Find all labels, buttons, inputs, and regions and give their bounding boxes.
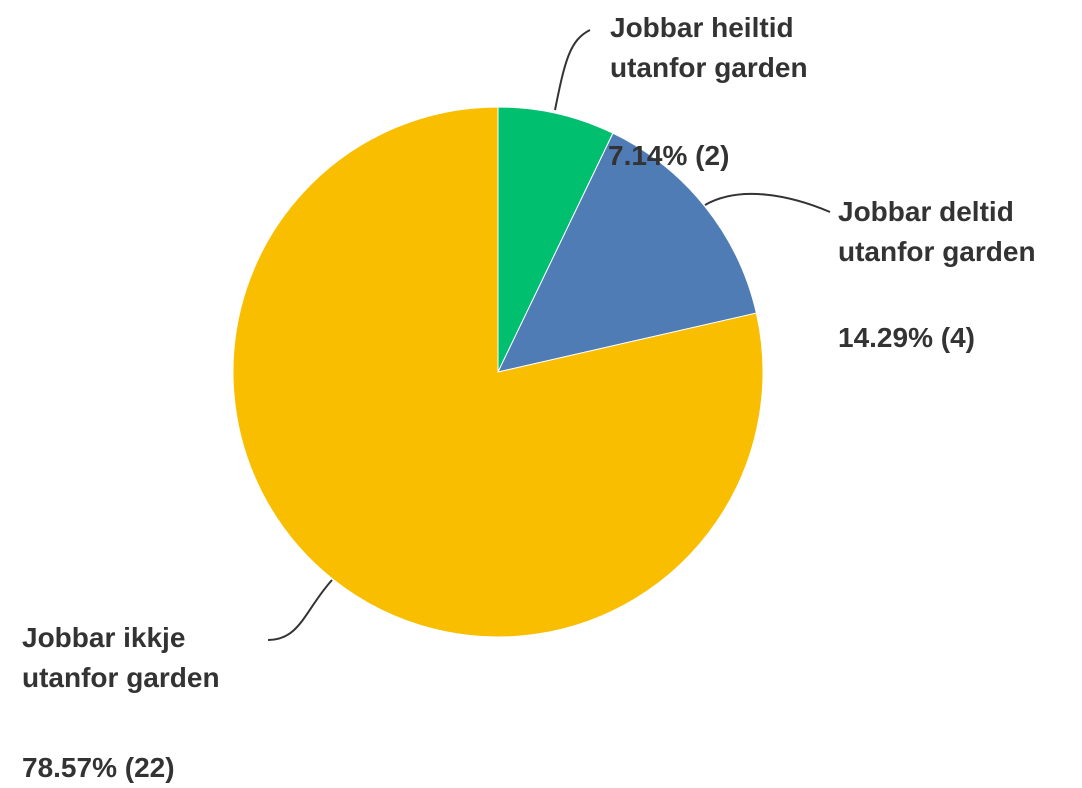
slice-label: Jobbar ikkje utanfor garden <box>22 622 220 693</box>
slice-label: Jobbar deltid utanfor garden <box>838 196 1036 267</box>
value-label: 78.57% (22) <box>22 752 175 783</box>
pie-slice <box>497 106 614 373</box>
slice-label: Jobbar heiltid utanfor garden <box>610 12 808 83</box>
leader-line <box>704 192 831 213</box>
leader-line <box>267 579 333 641</box>
pie-slice <box>497 132 757 373</box>
leader-line <box>554 29 591 111</box>
value-label: 14.29% (4) <box>838 322 975 353</box>
value-label: 7.14% (2) <box>608 140 730 171</box>
pie-slice <box>232 106 764 638</box>
